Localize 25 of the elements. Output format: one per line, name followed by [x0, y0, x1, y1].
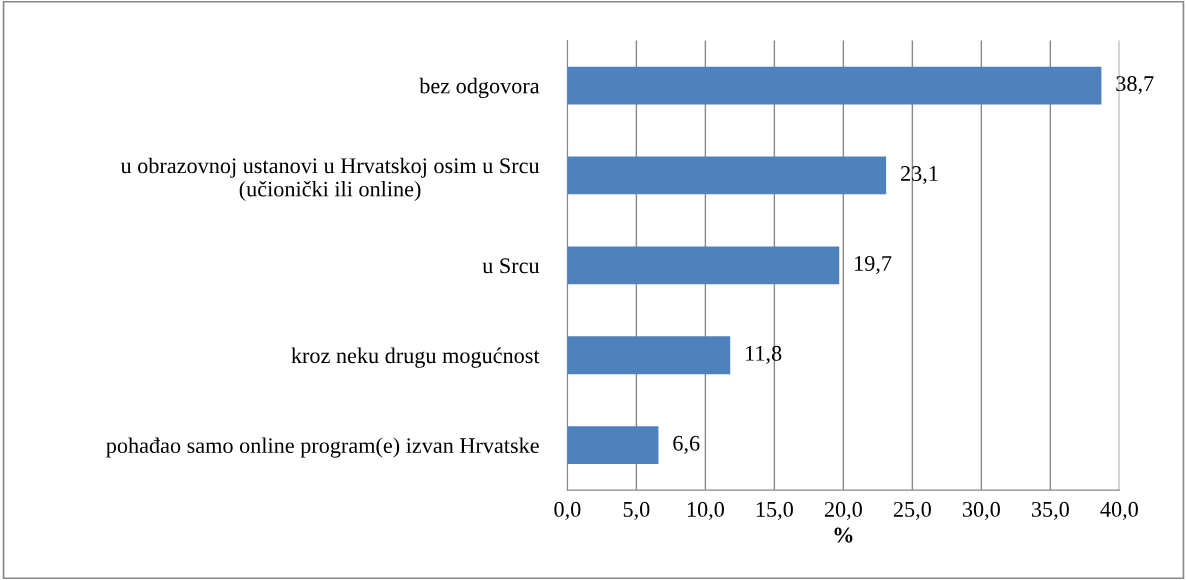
y-tick-label: bez odgovora — [419, 77, 540, 99]
x-axis-title: % — [834, 527, 853, 543]
y-tick-label: u obrazovnoj ustanovi u Hrvatskoj osim u Srcu (učionički ili online) — [120, 157, 540, 202]
data-label: 23,1 — [901, 166, 938, 185]
x-tick-label: 5,0 — [623, 501, 650, 521]
bar — [567, 66, 1102, 105]
x-tick-label: 0,0 — [554, 501, 581, 521]
data-label: 6,6 — [673, 435, 700, 454]
data-label: 11,8 — [746, 345, 782, 365]
x-tick-label: 30,0 — [962, 501, 1000, 521]
x-tick-label: 40,0 — [1100, 501, 1138, 521]
y-tick-label: pohađao samo online program(e) izvan Hrvatske — [106, 437, 539, 458]
x-tick-label: 15,0 — [756, 501, 793, 521]
data-label: 38,7 — [1116, 76, 1154, 95]
x-tick-label: 35,0 — [1031, 501, 1069, 521]
y-tick-label: kroz neku drugu mogućnost — [291, 347, 540, 368]
bar — [567, 156, 887, 195]
x-tick-label: 25,0 — [893, 501, 931, 521]
bar — [567, 336, 731, 375]
bar — [567, 426, 659, 465]
x-tick-label: 10,0 — [687, 501, 724, 521]
data-label: 19,7 — [855, 255, 892, 275]
y-tick-label: u Srcu — [482, 258, 540, 274]
bar — [567, 246, 840, 285]
x-tick-label: 20,0 — [824, 501, 862, 521]
